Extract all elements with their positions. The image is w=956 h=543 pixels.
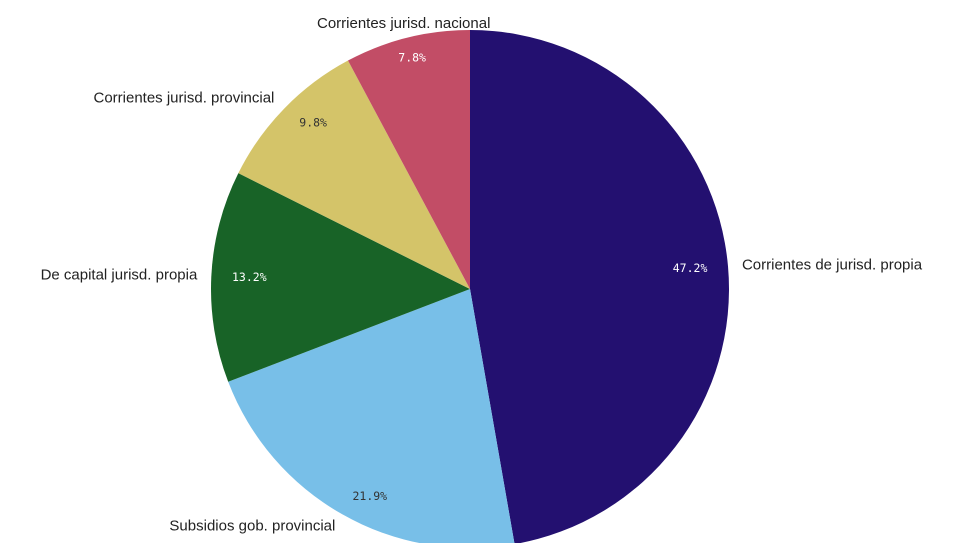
pie-slice-corrientes-de-jurisd-propia: [470, 30, 729, 543]
percent-label-corrientes-de-jurisd-propia: 47.2%: [673, 261, 708, 275]
percent-label-corrientes-jurisd-nacional: 7.8%: [398, 50, 426, 64]
pie-slice-corrientes-jurisd-nacional: [347, 30, 470, 289]
pie-slice-de-capital-jurisd-propia: [210, 173, 470, 382]
category-labels-layer: Corrientes de jurisd. propia Subsidios go…: [41, 15, 923, 534]
percent-label-corrientes-jurisd-provincial: 9.8%: [299, 115, 327, 129]
slices-layer: [210, 30, 729, 543]
pie-slice-corrientes-jurisd-provincial: [238, 60, 470, 290]
category-label-corrientes-jurisd-provincial: Corrientes jurisd. provincial: [93, 90, 274, 107]
category-label-corrientes-de-jurisd-propia: Corrientes de jurisd. propia: [742, 256, 923, 273]
percent-label-subsidios-gob-provincial: 21.9%: [352, 489, 387, 503]
percent-labels-layer: 47.2% 21.9% 13.2% 9.8% 7.8%: [232, 50, 707, 502]
category-label-subsidios-gob-provincial: Subsidios gob. provincial: [169, 517, 335, 534]
category-label-corrientes-jurisd-nacional: Corrientes jurisd. nacional: [317, 15, 490, 32]
percent-label-de-capital-jurisd-propia: 13.2%: [232, 270, 267, 284]
category-label-de-capital-jurisd-propia: De capital jurisd. propia: [41, 267, 198, 284]
pie-slice-subsidios-gob-provincial: [228, 289, 515, 543]
